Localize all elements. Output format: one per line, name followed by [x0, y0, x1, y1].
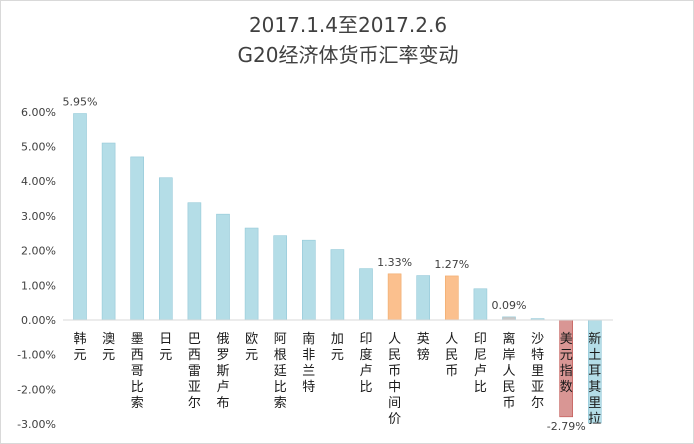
bar-4 — [187, 202, 202, 321]
chart-title: 2017.1.4至2017.2.6 — [249, 13, 447, 37]
bar-13 — [444, 275, 459, 321]
category-label: 人民币 — [445, 332, 458, 379]
chart-subtitle: G20经济体货币汇率变动 — [238, 43, 459, 67]
y-axis: -3.00% -2.00% -1.00% 0.00% 1.00% 2.00% 3.00% 4.… — [17, 106, 56, 431]
bar-8 — [301, 239, 316, 321]
y-tick-label: 4.00% — [21, 175, 56, 188]
bar-1 — [101, 142, 116, 321]
bar-11 — [387, 273, 402, 321]
category-label: 加元 — [331, 332, 344, 363]
category-label: 澳元 — [102, 331, 115, 363]
bar-12 — [416, 275, 431, 321]
y-tick-label: 6.00% — [21, 106, 56, 119]
data-label: 5.95% — [63, 96, 98, 109]
bar-3 — [159, 177, 173, 321]
bar-7 — [273, 235, 288, 321]
bar-14 — [473, 288, 488, 321]
category-label: 墨西哥比索 — [131, 332, 144, 411]
category-label: 南非兰特 — [302, 331, 315, 395]
category-label: 人民币中间价 — [388, 332, 401, 427]
category-label: 新土耳其里拉 — [588, 331, 601, 427]
bar-0 — [73, 113, 87, 321]
y-tick-label: 0.00% — [21, 314, 56, 327]
bars — [73, 113, 602, 424]
data-label: 1.27% — [434, 258, 469, 271]
y-tick-label: 3.00% — [21, 210, 56, 223]
bar-5 — [216, 213, 230, 321]
y-tick-label: -3.00% — [17, 418, 56, 431]
y-tick-label: 1.00% — [21, 279, 56, 292]
category-label: 英镑 — [417, 332, 430, 363]
y-tick-label: -1.00% — [17, 349, 56, 362]
bar-6 — [244, 227, 259, 321]
category-label: 印尼卢比 — [474, 332, 487, 395]
bar-9 — [330, 249, 345, 321]
data-label: -2.79% — [547, 420, 586, 433]
bar-2 — [130, 156, 144, 321]
data-labels: 5.95% 1.33% 1.27% 0.09% -2.79% — [63, 96, 586, 433]
category-label: 日元 — [159, 332, 172, 363]
category-label: 沙特里亚尔 — [531, 332, 544, 411]
category-label: 印度卢比 — [359, 332, 372, 395]
data-label: 1.33% — [377, 256, 412, 269]
y-tick-label: 2.00% — [21, 245, 56, 258]
category-label: 欧元 — [245, 332, 258, 363]
category-label: 韩元 — [73, 332, 86, 363]
category-label: 巴西雷亚尔 — [188, 332, 201, 411]
bar-10 — [359, 268, 373, 321]
y-tick-label: 5.00% — [21, 141, 56, 154]
category-label: 阿根廷比索 — [274, 332, 287, 411]
category-label: 俄罗斯卢布 — [216, 332, 229, 411]
category-label: 美元指数 — [560, 332, 573, 395]
data-label: 0.09% — [492, 299, 527, 312]
y-tick-label: -2.00% — [17, 383, 56, 396]
category-label: 离岸人民币 — [502, 331, 515, 411]
